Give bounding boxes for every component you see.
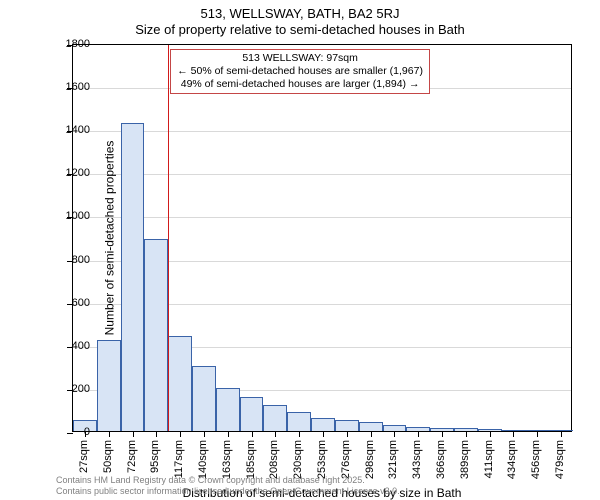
x-tick-label: 95sqm [149,440,161,473]
chart-title-block: 513, WELLSWAY, BATH, BA2 5RJ Size of pro… [0,0,600,37]
x-tick [180,431,181,437]
histogram-bar [121,123,145,431]
y-tick-label: 200 [50,383,90,395]
histogram-bar [144,239,168,431]
footer-line-2: Contains public sector information licen… [56,486,400,496]
x-tick-label: 140sqm [197,440,209,479]
x-tick [109,431,110,437]
x-tick-label: 321sqm [387,440,399,479]
x-tick-label: 411sqm [483,440,495,478]
grid-line-h [73,217,571,218]
grid-line-h [73,131,571,132]
x-tick-label: 185sqm [245,440,257,479]
y-tick-label: 1600 [50,81,90,93]
info-line-2: ← 50% of semi-detached houses are smalle… [177,65,423,78]
x-tick-label: 343sqm [411,440,423,479]
x-tick-label: 298sqm [364,440,376,479]
x-tick-label: 456sqm [530,440,542,479]
property-marker-line [168,45,169,431]
title-line-1: 513, WELLSWAY, BATH, BA2 5RJ [0,6,600,22]
x-tick [323,431,324,437]
x-tick [513,431,514,437]
y-tick-label: 1800 [50,38,90,50]
y-tick-label: 1000 [50,210,90,222]
x-tick-label: 230sqm [292,440,304,479]
x-tick-label: 72sqm [126,440,138,473]
y-tick-label: 800 [50,254,90,266]
x-tick-label: 50sqm [102,440,114,473]
info-line-1: 513 WELLSWAY: 97sqm [177,52,423,65]
grid-line-h [73,174,571,175]
footer-line-1: Contains HM Land Registry data © Crown c… [56,475,400,485]
histogram-bar [240,397,264,431]
histogram-bar [359,422,383,431]
x-tick-label: 389sqm [459,440,471,479]
y-tick-label: 1400 [50,124,90,136]
x-tick [490,431,491,437]
x-tick-label: 27sqm [78,440,90,473]
histogram-bar [263,405,287,431]
x-tick-label: 366sqm [435,440,447,479]
x-tick [394,431,395,437]
x-tick-label: 163sqm [221,440,233,479]
y-tick-label: 1200 [50,167,90,179]
y-tick-label: 0 [50,426,90,438]
x-tick [204,431,205,437]
x-tick [228,431,229,437]
histogram-bar [311,418,335,431]
x-tick-label: 479sqm [554,440,566,479]
x-tick-label: 208sqm [268,440,280,479]
x-tick [133,431,134,437]
y-tick-label: 600 [50,297,90,309]
x-tick [537,431,538,437]
histogram-bar [216,388,240,431]
x-tick [371,431,372,437]
histogram-bar [168,336,192,431]
info-annotation-box: 513 WELLSWAY: 97sqm← 50% of semi-detache… [170,49,430,94]
x-tick-label: 117sqm [173,440,185,478]
plot-wrap: Number of semi-detached properties 513 W… [72,44,572,432]
x-tick [561,431,562,437]
x-tick [466,431,467,437]
x-tick [418,431,419,437]
histogram-bar [287,412,311,431]
x-tick [442,431,443,437]
info-line-3: 49% of semi-detached houses are larger (… [177,78,423,91]
x-tick [252,431,253,437]
histogram-bar [335,420,359,431]
x-tick [347,431,348,437]
plot-area: 513 WELLSWAY: 97sqm← 50% of semi-detache… [72,44,572,432]
title-line-2: Size of property relative to semi-detach… [0,22,600,38]
x-tick [299,431,300,437]
histogram-bar [192,366,216,431]
x-tick [156,431,157,437]
x-tick-label: 253sqm [316,440,328,479]
x-tick [275,431,276,437]
x-tick-label: 276sqm [340,440,352,479]
x-tick-label: 434sqm [506,440,518,479]
y-tick-label: 400 [50,340,90,352]
histogram-bar [97,340,121,431]
attribution-footer: Contains HM Land Registry data © Crown c… [56,475,400,496]
